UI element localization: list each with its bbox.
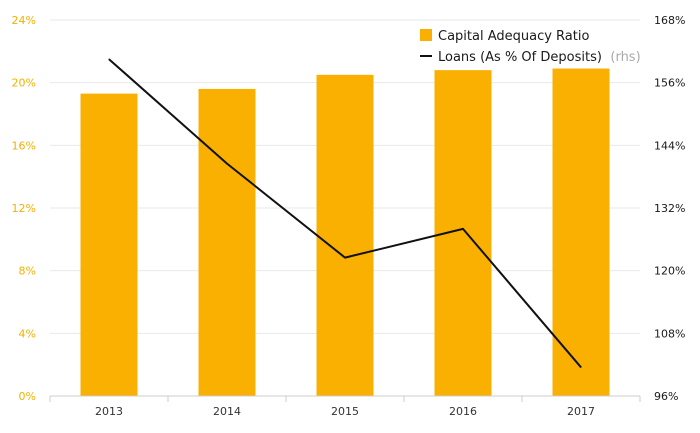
y-right-tick-label: 168% [654, 14, 685, 27]
line-point [344, 257, 346, 259]
y-left-tick-label: 20% [12, 77, 36, 90]
y-left-tick-label: 24% [12, 14, 36, 27]
legend-label-line: Loans (As % Of Deposits) (rhs) [438, 48, 641, 65]
y-right-tick-label: 120% [654, 265, 685, 278]
x-tick-label: 2014 [213, 405, 241, 418]
bar-series [80, 68, 610, 397]
x-tick-label: 2017 [567, 405, 595, 418]
legend-swatch-bar [420, 29, 432, 41]
y-left-tick-label: 12% [12, 202, 36, 215]
y-left-tick-label: 0% [19, 390, 36, 403]
legend: Capital Adequacy Ratio Loans (As % Of De… [420, 29, 641, 65]
x-tick-label: 2013 [95, 405, 123, 418]
y-left-tick-label: 4% [19, 327, 36, 340]
line-point [580, 366, 582, 368]
bar [552, 68, 610, 397]
legend-label-line-suffix: (rhs) [610, 50, 640, 65]
y-right-tick-label: 96% [654, 390, 678, 403]
line-point [108, 58, 110, 60]
bar [80, 93, 138, 396]
legend-label-line-name: Loans (As % Of Deposits) [438, 50, 602, 65]
y-right-tick-label: 156% [654, 77, 685, 90]
axes: 0% 4% 8% 12% 16% 20% 24% 96% 108% 120% 132% 144% 156… [12, 14, 686, 418]
x-tick-label: 2015 [331, 405, 359, 418]
y-right-tick-label: 132% [654, 202, 685, 215]
line-point [462, 228, 464, 230]
bar [316, 74, 374, 396]
line-point [226, 163, 228, 165]
y-left-tick-label: 16% [12, 139, 36, 152]
line-series [108, 58, 582, 368]
x-tick-label: 2016 [449, 405, 477, 418]
y-left-tick-label: 8% [19, 265, 36, 278]
y-right-tick-label: 108% [654, 327, 685, 340]
bar [198, 88, 256, 396]
y-right-tick-label: 144% [654, 139, 685, 152]
legend-label-bar: Capital Adequacy Ratio [438, 29, 589, 44]
